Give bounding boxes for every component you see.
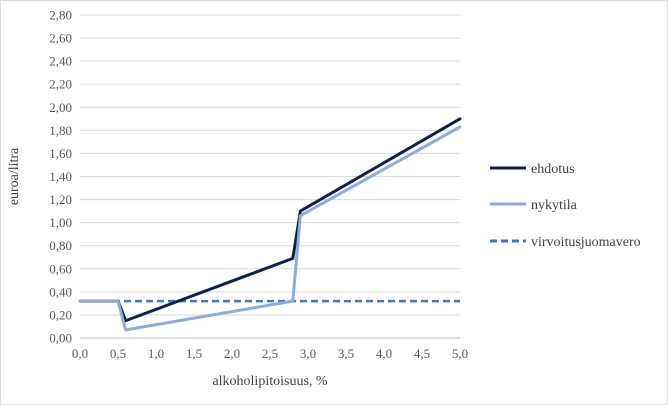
y-tick-label: 0,80	[49, 238, 72, 253]
x-tick-label: 1,5	[186, 346, 202, 361]
y-tick-label: 1,20	[49, 192, 72, 207]
y-tick-label: 0,40	[49, 284, 72, 299]
y-tick-label: 2,40	[49, 54, 72, 69]
series-line-ehdotus	[78, 117, 462, 323]
x-tick-label: 2,0	[224, 346, 240, 361]
x-tick-label: 5,0	[452, 346, 468, 361]
x-tick-label: 0,5	[110, 346, 126, 361]
x-tick-label: 4,0	[376, 346, 392, 361]
x-tick-labels: 0,0 0,5 1,0 1,5 2,0 2,5 3,0 3,5 4,0 4,5 5,0	[72, 346, 468, 361]
y-tick-label: 0,20	[49, 307, 72, 322]
x-axis-title: alkoholipitoisuus, %	[212, 374, 327, 389]
series-line-nykytila	[78, 125, 462, 332]
x-tick-label: 0,0	[72, 346, 88, 361]
x-tick-label: 3,0	[300, 346, 316, 361]
legend-label-nykytila: nykytila	[531, 198, 578, 213]
legend: ehdotus nykytila virvoitusjuomavero	[490, 162, 641, 250]
x-tick-label: 2,5	[262, 346, 278, 361]
x-tick-label: 4,5	[414, 346, 430, 361]
y-tick-label: 1,80	[49, 123, 72, 138]
y-tick-label: 1,40	[49, 169, 72, 184]
legend-label-virvoitusjuomavero: virvoitusjuomavero	[531, 235, 641, 250]
y-tick-label: 2,20	[49, 77, 72, 92]
y-tick-label: 0,00	[49, 331, 72, 346]
x-tick-label: 3,5	[338, 346, 354, 361]
y-tick-label: 2,80	[49, 8, 72, 23]
y-tick-label: 1,60	[49, 146, 72, 161]
y-tick-labels: 0,00 0,20 0,40 0,60 0,80 1,00 1,20 1,40 1,60 1,80…	[49, 8, 72, 346]
y-tick-label: 1,00	[49, 215, 72, 230]
legend-label-ehdotus: ehdotus	[531, 162, 575, 177]
y-tick-label: 2,00	[49, 100, 72, 115]
y-tick-label: 0,60	[49, 261, 72, 276]
y-tick-label: 2,60	[49, 31, 72, 46]
y-axis-title: euroa/litra	[7, 147, 22, 205]
x-tick-label: 1,0	[148, 346, 164, 361]
gridlines	[80, 14, 460, 316]
series-lines	[78, 117, 462, 332]
